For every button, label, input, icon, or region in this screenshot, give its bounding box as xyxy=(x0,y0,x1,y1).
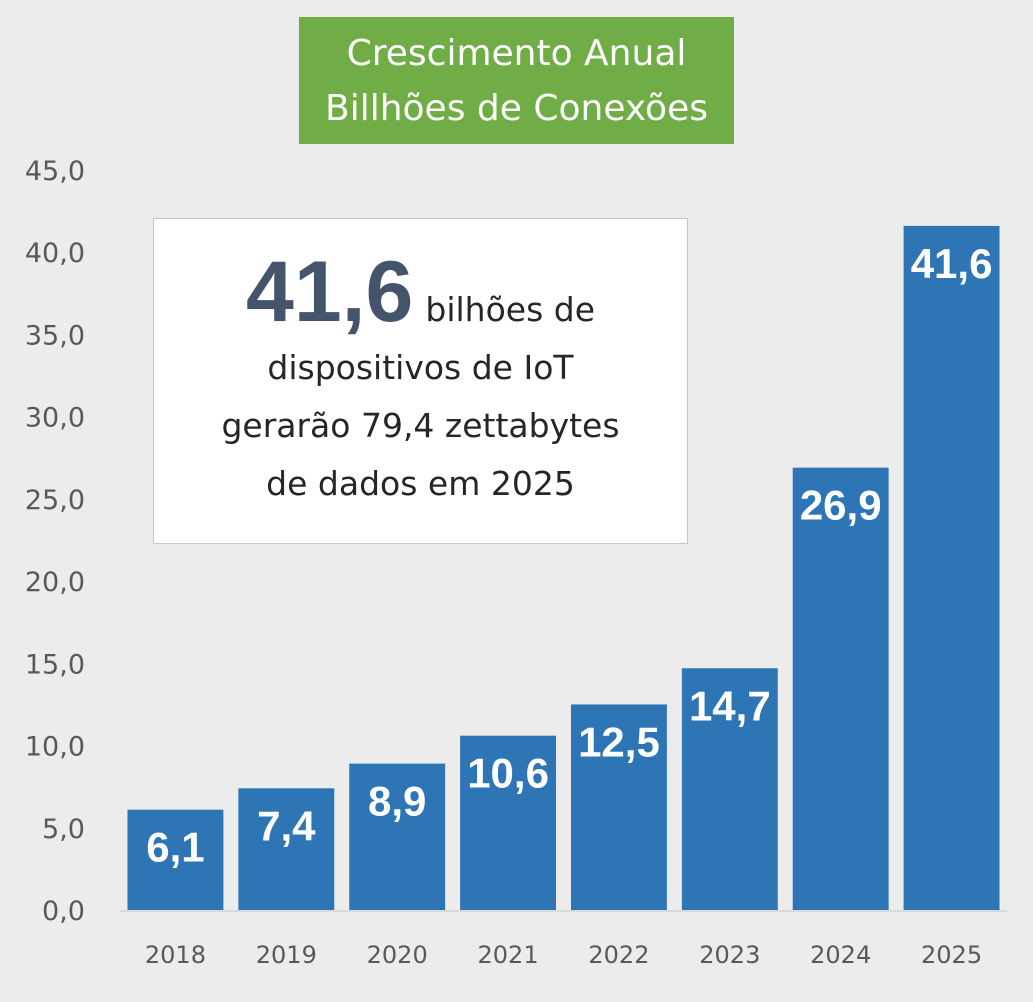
y-tick-label: 5,0 xyxy=(42,814,85,845)
x-tick-label-2024: 2024 xyxy=(810,941,871,969)
callout-text-line4: de dados em 2025 xyxy=(266,464,575,503)
y-tick-label: 20,0 xyxy=(25,567,85,598)
y-tick-label: 30,0 xyxy=(25,403,85,434)
bar-2025 xyxy=(903,225,1000,910)
bar-2024 xyxy=(792,467,889,910)
y-tick-label: 10,0 xyxy=(25,732,85,763)
chart-title-line1: Crescimento Anual xyxy=(346,32,687,74)
callout-text-line1: bilhões de xyxy=(425,290,595,329)
data-label-2020: 8,9 xyxy=(368,778,426,825)
y-tick-label: 15,0 xyxy=(25,649,85,680)
data-label-2022: 12,5 xyxy=(578,718,660,765)
bar-2019 xyxy=(238,788,335,910)
bar-2022 xyxy=(570,704,667,910)
x-tick-label-2019: 2019 xyxy=(256,941,317,969)
x-tick-label-2021: 2021 xyxy=(478,941,539,969)
bar-2018 xyxy=(127,809,224,910)
chart-title-line2: Billhões de Conexões xyxy=(325,87,708,129)
bar-2021 xyxy=(460,735,557,910)
x-tick-label-2018: 2018 xyxy=(145,941,206,969)
y-tick-label: 0,0 xyxy=(42,896,85,927)
x-tick-label-2022: 2022 xyxy=(588,941,649,969)
data-label-2019: 7,4 xyxy=(257,802,316,849)
y-tick-label: 25,0 xyxy=(25,485,85,516)
data-label-2018: 6,1 xyxy=(146,824,204,871)
x-tick-label-2020: 2020 xyxy=(367,941,428,969)
y-tick-label: 40,0 xyxy=(25,238,85,269)
chart-title: Crescimento Anual Billhões de Conexões xyxy=(299,17,734,144)
data-label-2025: 41,6 xyxy=(911,240,993,287)
callout-text-line2: dispositivos de IoT xyxy=(267,348,574,387)
data-label-2024: 26,9 xyxy=(800,482,882,529)
y-tick-label: 35,0 xyxy=(25,320,85,351)
callout-highlight-number: 41,6 xyxy=(245,244,414,340)
bar-2023 xyxy=(681,668,778,910)
x-tick-label-2023: 2023 xyxy=(699,941,760,969)
data-label-2021: 10,6 xyxy=(467,750,549,797)
data-label-2023: 14,7 xyxy=(689,682,771,729)
callout-box: 41,6 bilhões de dispositivos de IoT gera… xyxy=(153,218,688,544)
y-tick-label: 45,0 xyxy=(25,156,85,187)
bar-2020 xyxy=(349,763,446,910)
callout-first-line: 41,6 bilhões de xyxy=(246,249,595,339)
callout-text-line3: gerarão 79,4 zettabytes xyxy=(221,406,620,445)
x-tick-label-2025: 2025 xyxy=(921,941,982,969)
